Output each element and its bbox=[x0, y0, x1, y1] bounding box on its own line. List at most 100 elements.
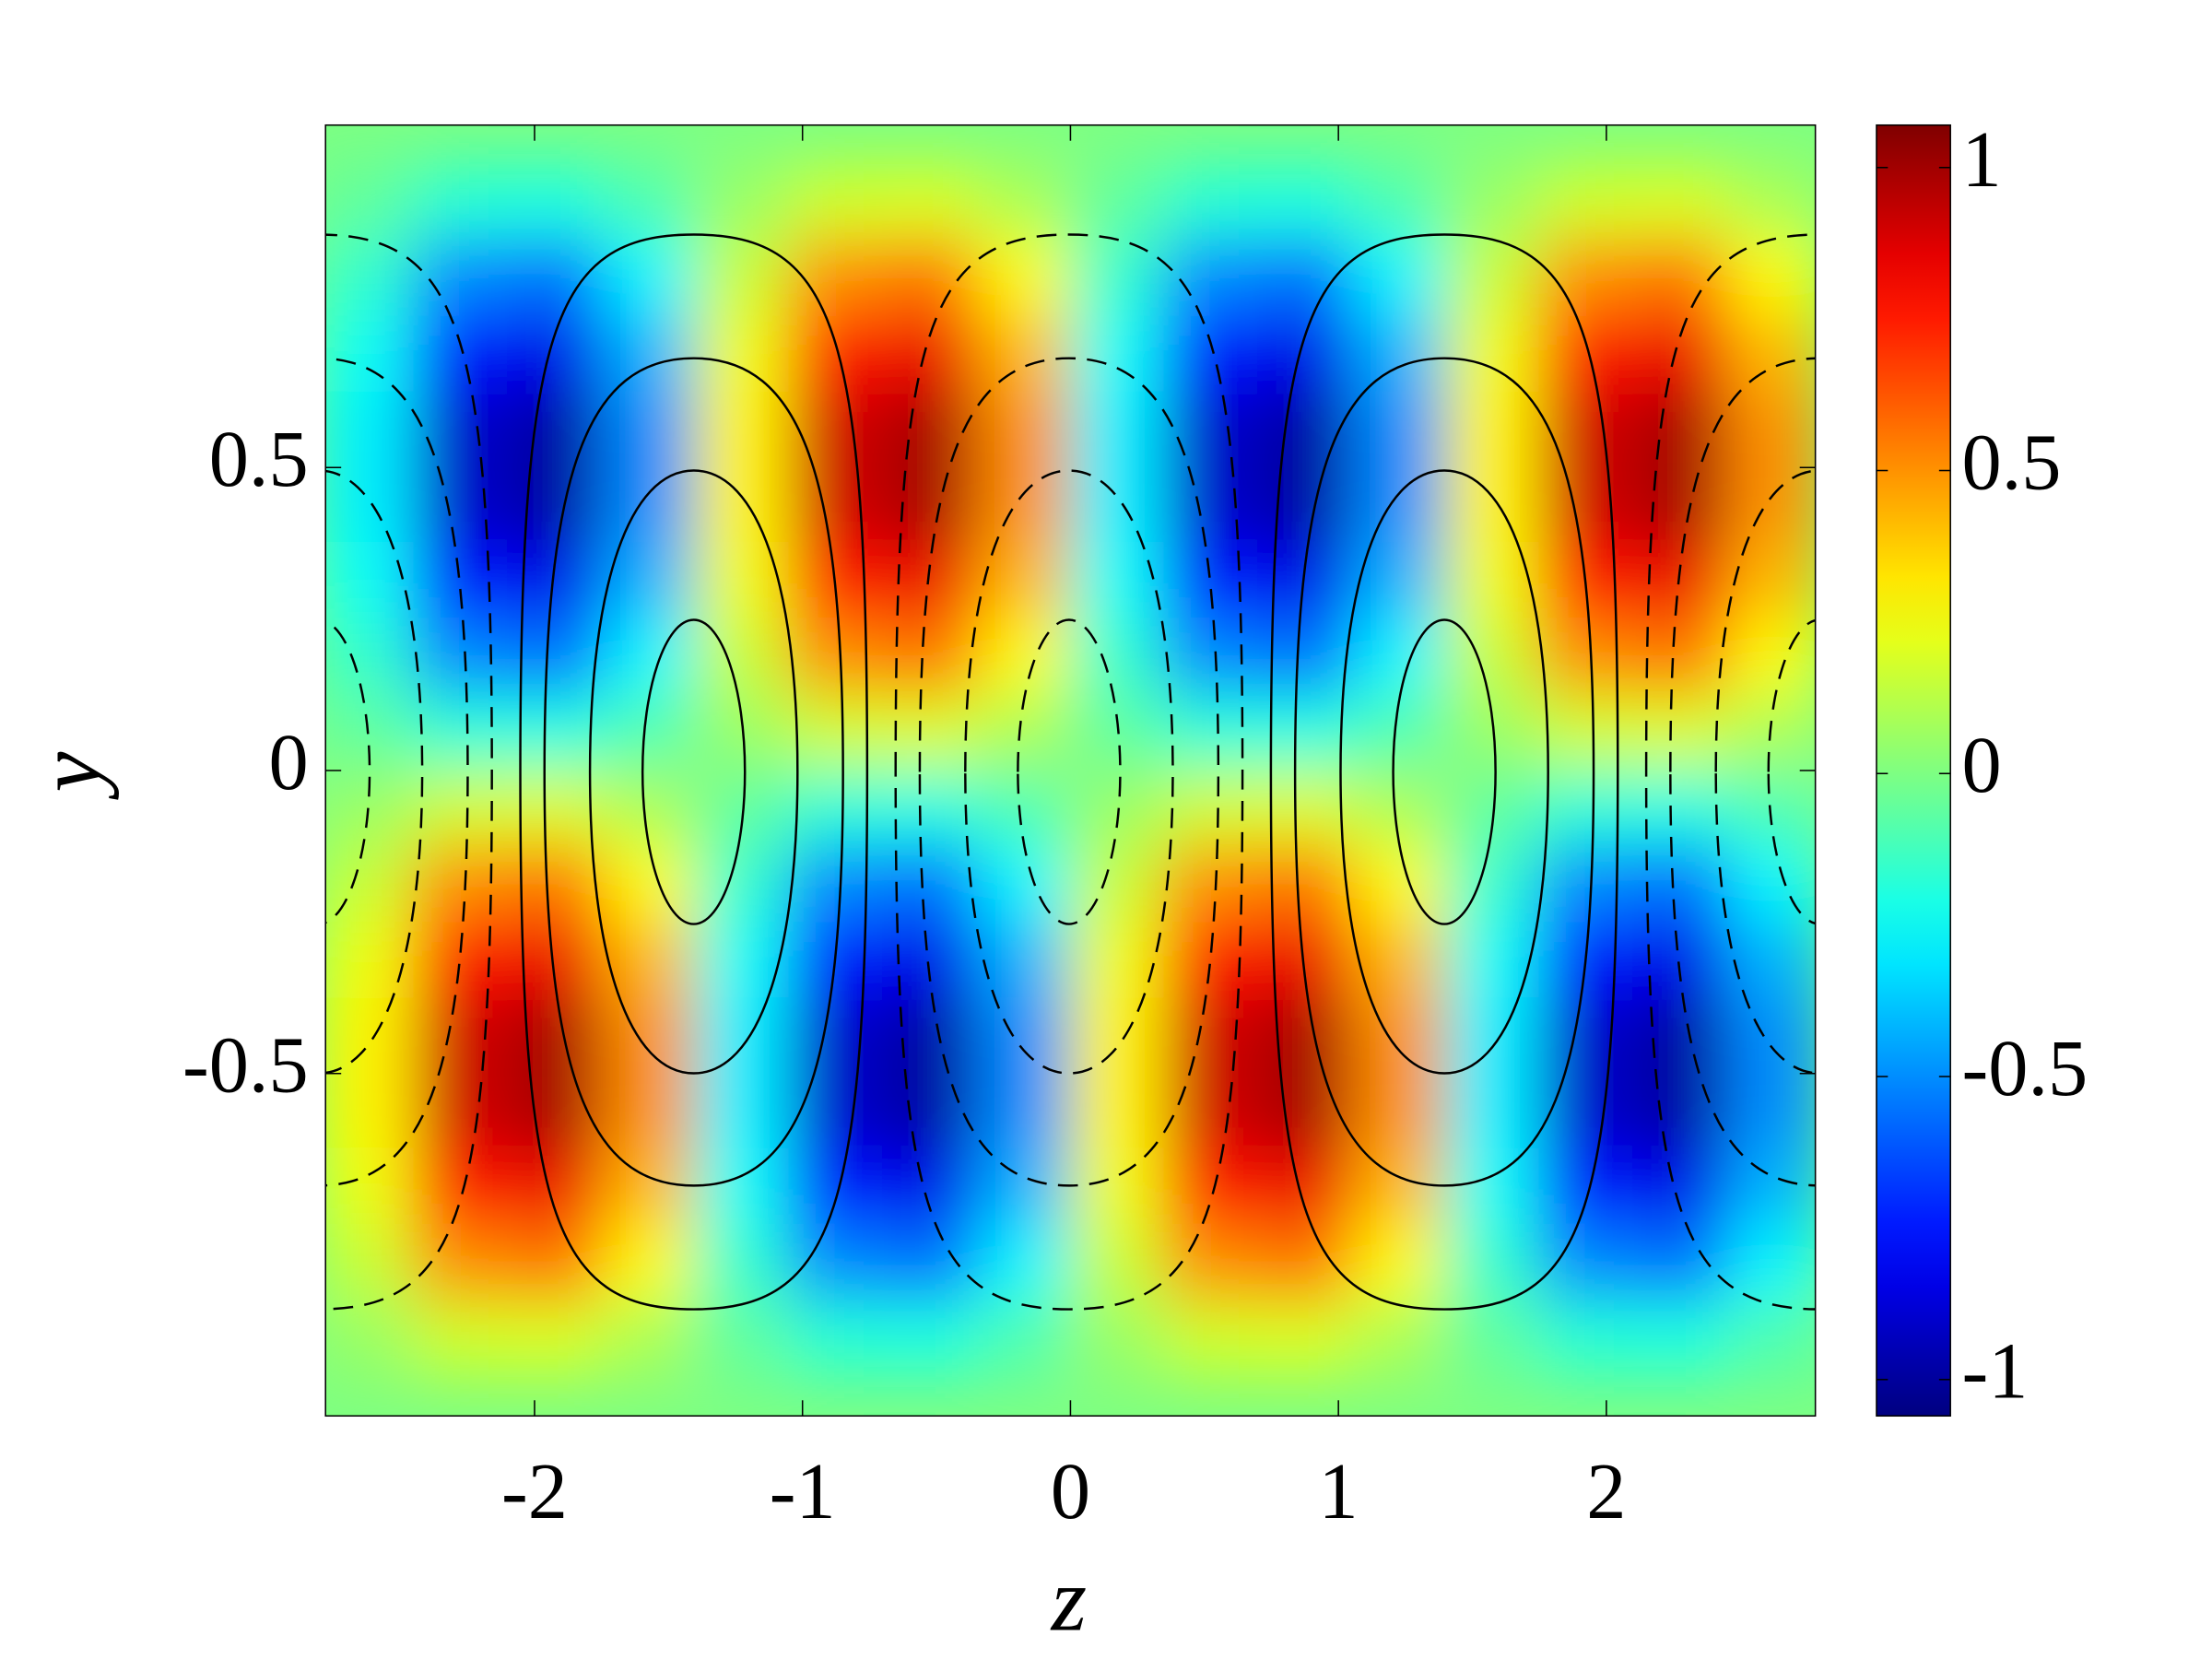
y-tick-label: -0.5 bbox=[182, 1021, 309, 1110]
heatmap-cell bbox=[325, 239, 415, 317]
contour-positive bbox=[1269, 233, 1619, 1311]
heatmap-cell bbox=[600, 315, 697, 393]
heatmap-cell bbox=[1257, 315, 1353, 393]
x-tick-label: -2 bbox=[501, 1447, 568, 1535]
heatmap-cell bbox=[1538, 1224, 1634, 1302]
colorbar-tick-label: 0.5 bbox=[1962, 418, 2062, 506]
heatmap-cell bbox=[1444, 770, 1540, 847]
heatmap-cell bbox=[1538, 770, 1634, 847]
heatmap-cell bbox=[1725, 845, 1816, 924]
heatmap-cell bbox=[1538, 391, 1634, 469]
heatmap-cell bbox=[694, 466, 790, 545]
heatmap-cell bbox=[1632, 770, 1728, 847]
heatmap-cell bbox=[1725, 1072, 1816, 1150]
heatmap-cell bbox=[788, 315, 884, 393]
heatmap-cell bbox=[1163, 391, 1259, 469]
heatmap-cell bbox=[1444, 921, 1540, 999]
heatmap-cell bbox=[882, 315, 978, 393]
heatmap-cell bbox=[788, 694, 884, 771]
heatmap-cell bbox=[1725, 315, 1816, 393]
heatmap-cell bbox=[1257, 770, 1353, 847]
contour-negative bbox=[325, 233, 493, 1311]
heatmap-cell bbox=[882, 542, 978, 620]
heatmap-cell bbox=[1538, 996, 1634, 1075]
heatmap-cell bbox=[1069, 163, 1165, 241]
heatmap-cell bbox=[1069, 315, 1165, 393]
heatmap-cell bbox=[1257, 996, 1353, 1075]
heatmap-cell bbox=[1632, 1224, 1728, 1302]
heatmap-cell bbox=[1632, 1300, 1728, 1378]
heatmap-cell bbox=[1444, 1300, 1540, 1378]
heatmap-cell bbox=[325, 1148, 415, 1226]
contour-positive bbox=[519, 233, 869, 1311]
contour-negative bbox=[1767, 618, 1816, 925]
heatmap-cell bbox=[1257, 391, 1353, 469]
heatmap-cell bbox=[325, 542, 415, 620]
heatmap-cell bbox=[600, 1148, 697, 1226]
heatmap-cell bbox=[1257, 466, 1353, 545]
heatmap-cell bbox=[1257, 1072, 1353, 1150]
contours bbox=[325, 233, 1816, 1311]
colorbar-tick-label: 0 bbox=[1962, 721, 2002, 809]
heatmap-cell bbox=[1163, 845, 1259, 924]
heatmap-cell bbox=[1350, 845, 1447, 924]
heatmap-cell bbox=[1163, 770, 1259, 847]
heatmap-cell bbox=[1350, 542, 1447, 620]
heatmap-cell bbox=[1350, 391, 1447, 469]
heatmap-cell bbox=[507, 466, 603, 545]
heatmap-cell bbox=[1257, 694, 1353, 771]
heatmap-cell bbox=[1444, 1072, 1540, 1150]
heatmap-cell bbox=[325, 315, 415, 393]
heatmap-cell bbox=[325, 921, 415, 999]
heatmap-cell bbox=[325, 1224, 415, 1302]
heatmap-cell bbox=[1350, 466, 1447, 545]
heatmap-cell bbox=[975, 542, 1072, 620]
heatmap-cell bbox=[1163, 466, 1259, 545]
heatmap-cell bbox=[1163, 542, 1259, 620]
heatmap-cell bbox=[788, 1072, 884, 1150]
heatmap-cell bbox=[1350, 315, 1447, 393]
heatmap-cell bbox=[694, 845, 790, 924]
heatmap-cell bbox=[1632, 921, 1728, 999]
colorbar bbox=[1876, 124, 1951, 1418]
heatmap-cell bbox=[1632, 996, 1728, 1075]
heatmap-cell bbox=[788, 1300, 884, 1378]
x-tick-label: 2 bbox=[1586, 1447, 1626, 1535]
heatmap-cell bbox=[1163, 1072, 1259, 1150]
heatmap-cell bbox=[1725, 1148, 1816, 1226]
heatmap-cell bbox=[882, 1224, 978, 1302]
heatmap-cell bbox=[1538, 466, 1634, 545]
x-tick-label: 1 bbox=[1319, 1447, 1359, 1535]
heatmap-cell bbox=[1632, 1148, 1728, 1226]
heatmap-cell bbox=[600, 1072, 697, 1150]
heatmap-cell bbox=[325, 1300, 415, 1378]
heatmap-cell bbox=[1725, 921, 1816, 999]
colorbar-tick-label: -0.5 bbox=[1962, 1024, 2088, 1112]
heatmap-cell bbox=[600, 1300, 697, 1378]
heatmap-cell bbox=[882, 239, 978, 317]
heatmap-cell bbox=[1444, 239, 1540, 317]
heatmap-cell bbox=[325, 163, 415, 241]
heatmap-cell bbox=[882, 770, 978, 847]
heatmap-cell bbox=[1444, 694, 1540, 771]
heatmap-cell bbox=[975, 1148, 1072, 1226]
heatmap-cell bbox=[1444, 1224, 1540, 1302]
heatmap-cell bbox=[1350, 1072, 1447, 1150]
x-tick-label: -1 bbox=[770, 1447, 836, 1535]
heatmap-cell bbox=[694, 1072, 790, 1150]
heatmap-cell bbox=[1632, 542, 1728, 620]
y-axis-label: y bbox=[18, 751, 119, 800]
heatmap-cell bbox=[600, 391, 697, 469]
heatmap-cell bbox=[1163, 1148, 1259, 1226]
heatmap-cell bbox=[1163, 1224, 1259, 1302]
heatmap-cell bbox=[1444, 845, 1540, 924]
heatmap-cell bbox=[600, 1224, 697, 1302]
heatmap-cell bbox=[882, 1300, 978, 1378]
heatmap-cell bbox=[600, 239, 697, 317]
heatmap-cell bbox=[1444, 391, 1540, 469]
contour-negative bbox=[1017, 618, 1122, 925]
heatmap-cell bbox=[1632, 1072, 1728, 1150]
